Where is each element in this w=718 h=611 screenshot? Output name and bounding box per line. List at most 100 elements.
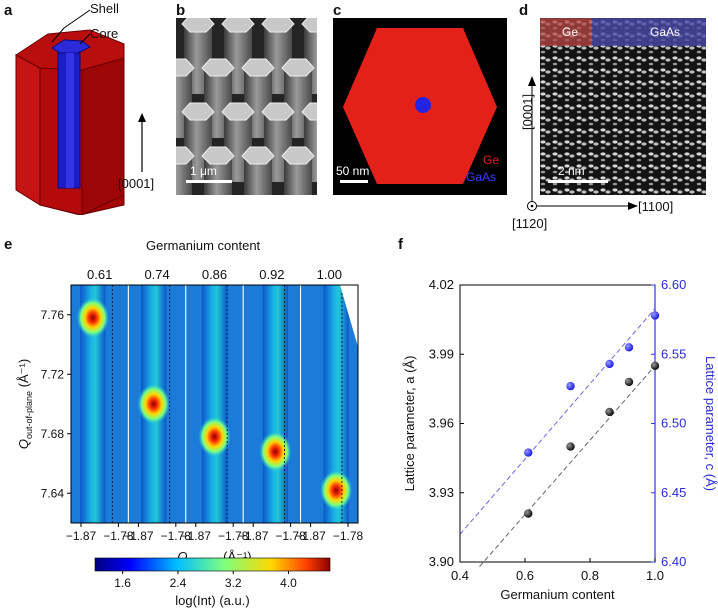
germanium-content-label: 0.61	[87, 267, 112, 282]
panel-b-label: b	[176, 2, 186, 19]
crystal-axes	[527, 76, 638, 211]
heatmap-title: Germanium content	[146, 238, 261, 253]
x-tick-label: −1.78	[275, 529, 306, 543]
germanium-content-label: 0.92	[259, 267, 284, 282]
ge-region-overlay	[540, 18, 592, 46]
colorbar-tick-label: 2.4	[170, 576, 187, 590]
rsm-peak	[198, 416, 231, 457]
stem-ge-label: Ge	[562, 25, 579, 39]
x-tick-label: 0.4	[451, 568, 469, 583]
sem-pillar-top	[221, 102, 255, 121]
panel-e-label: e	[4, 236, 13, 253]
sem-scale-bar	[186, 180, 232, 183]
left-y-tick-label: 3.93	[429, 485, 454, 500]
c-data-point	[566, 381, 575, 391]
rsm-streak	[262, 285, 288, 523]
x-tick-label: 1.0	[646, 568, 664, 583]
sem-pillar-top	[281, 146, 315, 165]
rsm-peak	[137, 384, 170, 424]
colorbar-label: log(Int) (a.u.)	[175, 593, 249, 608]
direction-0001-label: [0001]	[118, 176, 155, 191]
c-fit-line	[459, 308, 656, 535]
colorbar-tick-label: 1.6	[114, 576, 131, 590]
right-y-tick-label: 6.45	[661, 485, 686, 500]
y-tick-label: 7.76	[41, 308, 65, 322]
colorbar	[94, 557, 331, 572]
a-data-point	[650, 361, 660, 370]
panel-d-label: d	[519, 2, 529, 19]
eds-gaas-label: GaAs	[466, 170, 497, 184]
sem-pillar-top	[301, 18, 317, 33]
germanium-content-label: 0.74	[144, 267, 169, 282]
germanium-content-label: 1.00	[317, 267, 342, 282]
eds-ge-label: Ge	[483, 153, 500, 167]
stem-gaas-label: GaAs	[650, 25, 681, 39]
sem-pillar-top	[241, 58, 275, 77]
x-tick-label: −1.78	[333, 529, 364, 543]
panel-a-label: a	[4, 2, 13, 19]
sem-pillar-top	[176, 58, 195, 77]
x-axis-label: Germanium content	[500, 587, 615, 602]
x-tick-label: −1.87	[181, 529, 212, 543]
x-tick-label: 0.6	[516, 568, 534, 583]
sem-pillar-top	[201, 58, 235, 77]
sem-pillar-top	[261, 18, 295, 33]
rsm-peak	[76, 297, 109, 338]
shell-leader-line	[63, 9, 91, 29]
colorbar-tick-label: 4.0	[280, 576, 297, 590]
lattice-parameter-chart: 0.4 0.6 0.8 1.0 3.90 3.93 3.96 3.99 4.02 6.40 6.45…	[402, 277, 718, 602]
sem-pillar-top	[181, 102, 215, 121]
c-data-point	[605, 359, 614, 369]
sem-pillar-top	[281, 58, 315, 77]
rsm-peak	[259, 431, 292, 472]
c-data-point	[524, 448, 533, 457]
axis-1120-label: [1120]	[512, 216, 547, 231]
x-tick-label: −1.87	[238, 529, 269, 543]
gaas-core-dot	[415, 97, 431, 113]
a-data-point	[624, 377, 634, 387]
axis-1100-text: [1100]	[638, 199, 674, 214]
panel-f-label: f	[398, 236, 403, 253]
c-data-point	[624, 343, 634, 352]
axis-0001-label: [0001]	[520, 93, 535, 130]
right-y-axis-label: Lattice parameter, c (Å)	[703, 356, 718, 491]
right-y-tick-label: 6.40	[661, 554, 686, 569]
sem-pillar-top	[176, 146, 195, 165]
c-data-point	[650, 311, 660, 320]
right-y-tick-label: 6.55	[661, 346, 686, 361]
a-data-point	[566, 442, 575, 451]
x-tick-label: 0.8	[581, 568, 599, 583]
sem-pillar-top	[201, 146, 235, 165]
x-tick-label: −1.78	[161, 529, 192, 543]
stem-scale-label: 2 nm	[558, 164, 585, 178]
rsm-peak	[320, 470, 353, 511]
x-tick-label: −1.87	[123, 529, 154, 543]
y-tick-label: 7.64	[41, 486, 65, 500]
eds-scale-label: 50 nm	[336, 164, 370, 178]
rsm-streak	[201, 285, 228, 523]
left-y-tick-label: 4.02	[429, 277, 454, 292]
germanium-content-label: 0.86	[202, 267, 227, 282]
sem-pillar-top	[241, 146, 275, 165]
haadf-stem-image	[540, 18, 706, 195]
a-data-point	[524, 509, 533, 518]
left-y-tick-label: 3.99	[429, 346, 454, 361]
left-y-axis-label: Lattice parameter, a (Å)	[402, 356, 417, 492]
rsm-heatmap-chart: 0.61−1.87 −1.780.74−1.87 −1.780.86−1.87 −1.…	[16, 267, 364, 608]
core-shell-nanowire-diagram	[15, 9, 146, 215]
x-tick-label: −1.78	[218, 529, 249, 543]
axis-1100-label: [1100]	[638, 199, 673, 214]
sem-pillar-top	[181, 18, 215, 33]
core-label: Core	[90, 26, 119, 41]
y-tick-label: 7.68	[41, 427, 65, 441]
sem-image-nanowire-array	[176, 18, 317, 195]
eds-scale-bar	[340, 180, 368, 183]
y-axis-label: Qout-of-plane (Å⁻¹)	[16, 359, 34, 449]
sem-pillar-top	[261, 102, 295, 121]
shell-label: Shell	[90, 1, 119, 16]
sem-scale-label: 1 μm	[190, 164, 217, 178]
x-tick-label: −1.78	[103, 529, 134, 543]
sem-pillar-top	[221, 18, 255, 33]
scatter-frame	[459, 284, 656, 563]
axis-1120-text: [1120]	[512, 216, 548, 231]
